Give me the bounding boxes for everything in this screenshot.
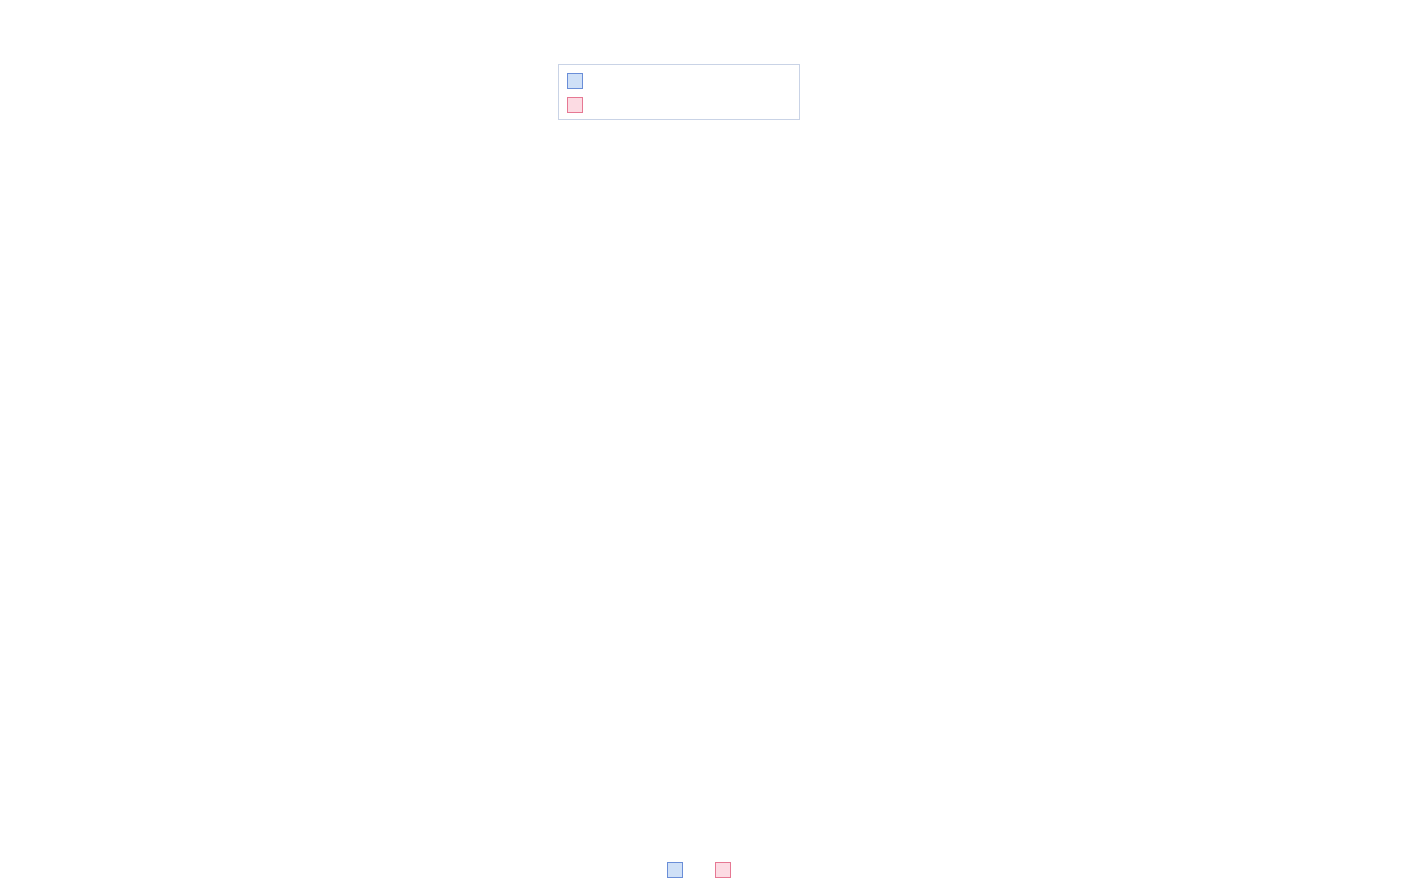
legend-row-czech (567, 93, 791, 117)
scatter-svg (50, 55, 1360, 815)
chart-container (0, 0, 1406, 892)
legend-item-czech (715, 862, 739, 878)
swatch-pink-icon (567, 97, 583, 113)
swatch-blue-icon (567, 73, 583, 89)
swatch-blue-icon (667, 862, 683, 878)
legend-row-spanish (567, 69, 791, 93)
series-legend (0, 862, 1406, 878)
plot-area (50, 55, 1360, 815)
x-tick-labels (50, 828, 1360, 848)
swatch-pink-icon (715, 862, 731, 878)
legend-item-spanish (667, 862, 691, 878)
correlation-legend (558, 64, 800, 120)
